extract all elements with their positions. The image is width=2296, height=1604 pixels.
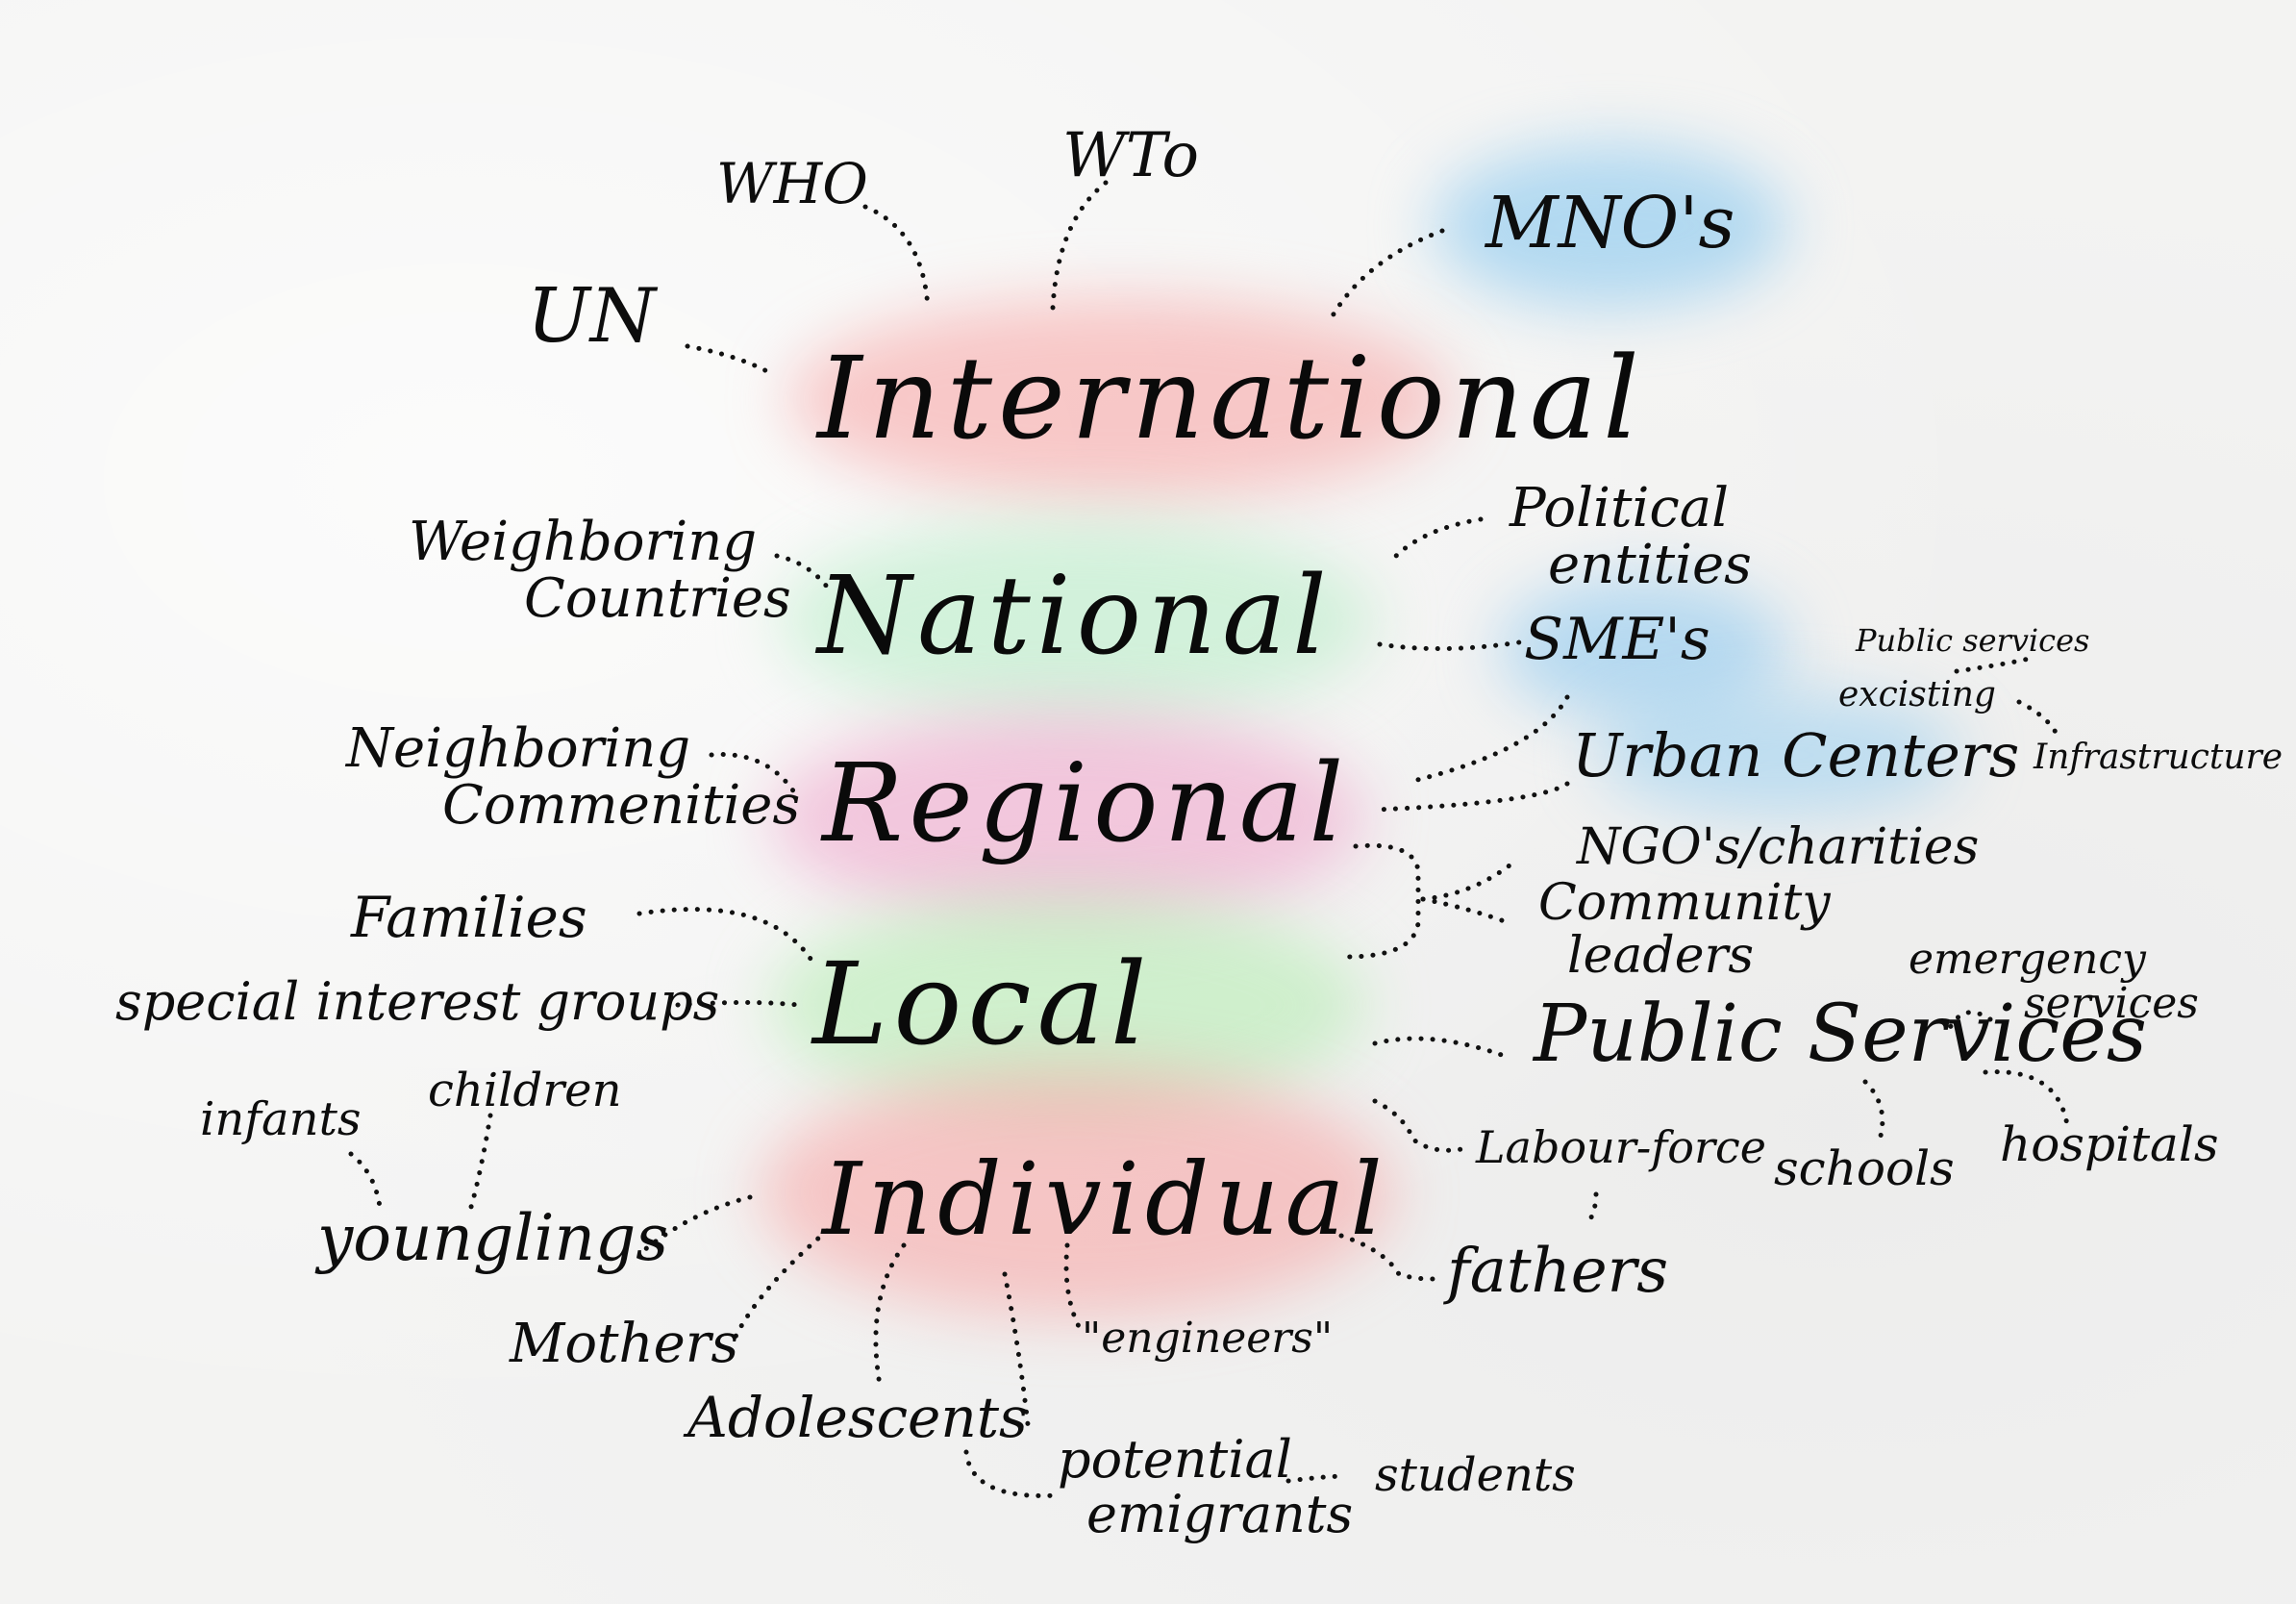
label-neighboring-countries: Weighboring Countries bbox=[409, 514, 791, 628]
connector-potential-emigrants bbox=[1002, 1271, 1032, 1436]
label-children: children bbox=[428, 1064, 622, 1117]
label-schools: schools bbox=[1774, 1140, 1955, 1196]
label-political-entities: Political entities bbox=[1510, 477, 1752, 596]
connector-children bbox=[468, 1113, 493, 1210]
label-adolescents: Adolescents bbox=[687, 1385, 1028, 1450]
label-neighboring-communities: Neighboring Commenities bbox=[346, 717, 801, 837]
international-wash bbox=[788, 298, 1452, 500]
connector-who bbox=[862, 204, 931, 311]
connector-mothers bbox=[733, 1228, 830, 1340]
label-mothers: Mothers bbox=[510, 1313, 739, 1375]
political-entities-line-2: entities bbox=[1548, 533, 1752, 596]
connector-community-leaders bbox=[1420, 896, 1512, 926]
connector-urban-centers-a bbox=[1410, 694, 1570, 784]
label-engineers: "engineers" bbox=[1082, 1314, 1334, 1363]
label-who: WHO bbox=[716, 151, 868, 216]
connector-infants bbox=[348, 1151, 383, 1210]
community-leaders-line-1: Community bbox=[1538, 874, 1831, 932]
label-public-services-top: Public services bbox=[1856, 622, 2090, 659]
label-potential-emigrants: potential emigrants bbox=[1058, 1429, 1354, 1544]
connector-un bbox=[685, 343, 777, 378]
regional-wash bbox=[769, 712, 1365, 923]
connector-public-services bbox=[1372, 1036, 1512, 1061]
level-individual: Individual bbox=[822, 1140, 1388, 1258]
connector-public-services-top bbox=[1954, 656, 2032, 674]
label-mnos: MNO's bbox=[1485, 182, 1735, 264]
label-emergency-services: emergency services bbox=[1909, 935, 2199, 1029]
connector-infrastructure bbox=[2016, 699, 2060, 739]
label-hospitals: hospitals bbox=[2000, 1116, 2219, 1172]
label-wto: WTo bbox=[1062, 120, 1200, 191]
urban-centers-wash bbox=[1596, 692, 1961, 817]
emergency-services-line-1: emergency bbox=[1909, 935, 2146, 984]
connector-fathers bbox=[1338, 1233, 1435, 1282]
label-community-leaders: Community leaders bbox=[1538, 877, 1831, 982]
label-infants: infants bbox=[200, 1092, 362, 1146]
connector-ngos bbox=[1420, 863, 1512, 902]
connector-urban-centers-b bbox=[1372, 781, 1570, 813]
label-excisting: excisting bbox=[1838, 675, 1996, 714]
level-international: International bbox=[817, 332, 1645, 464]
connector-students bbox=[1285, 1473, 1349, 1484]
national-wash bbox=[779, 519, 1375, 721]
connector-neighboring-communities bbox=[709, 752, 801, 801]
community-leaders-line-2: leaders bbox=[1567, 926, 1755, 985]
label-families: Families bbox=[351, 885, 587, 950]
connector-families bbox=[636, 907, 815, 965]
emergency-services-line-2: services bbox=[2024, 979, 2199, 1029]
neighboring-countries-line-2: Countries bbox=[524, 566, 791, 630]
label-students: students bbox=[1375, 1448, 1576, 1502]
connector-adolescents-emigrants bbox=[963, 1449, 1061, 1498]
connector-bracket bbox=[1343, 842, 1421, 960]
connector-wto bbox=[1050, 180, 1109, 311]
level-regional: Regional bbox=[822, 741, 1350, 866]
connector-engineers bbox=[1063, 1242, 1085, 1335]
political-entities-line-1: Political bbox=[1510, 477, 1730, 539]
label-special-interest-groups: special interest groups bbox=[115, 971, 720, 1032]
connector-adolescents bbox=[873, 1242, 907, 1388]
connector-smes bbox=[1377, 639, 1522, 652]
level-local: Local bbox=[812, 938, 1153, 1070]
label-ngos-charities: NGO's/charities bbox=[1577, 818, 1980, 876]
individual-wash bbox=[760, 1067, 1394, 1317]
label-labour-force: Labour-force bbox=[1476, 1121, 1766, 1173]
mnos-wash bbox=[1433, 144, 1788, 308]
connector-schools bbox=[1862, 1079, 1885, 1142]
connector-emergency bbox=[1944, 1010, 1993, 1037]
label-infrastructure: Infrastructure bbox=[2034, 738, 2284, 777]
neighboring-communities-line-1: Neighboring bbox=[346, 717, 691, 780]
label-public-services: Public Services bbox=[1534, 989, 2147, 1080]
label-smes: SME's bbox=[1524, 606, 1710, 673]
label-urban-centers: Urban Centers bbox=[1572, 720, 2020, 790]
label-younglings: younglings bbox=[317, 1201, 669, 1275]
connector-political-entities bbox=[1391, 516, 1484, 561]
potential-emigrants-line-2: emigrants bbox=[1086, 1483, 1354, 1544]
label-fathers: fathers bbox=[1447, 1236, 1669, 1307]
neighboring-countries-line-1: Weighboring bbox=[409, 511, 758, 573]
neighboring-communities-line-2: Commenities bbox=[442, 773, 801, 837]
level-national: National bbox=[817, 554, 1333, 679]
connector-mnos bbox=[1329, 228, 1445, 320]
label-un: UN bbox=[527, 273, 656, 360]
connector-labour-down bbox=[1584, 1191, 1599, 1229]
connector-younglings bbox=[641, 1194, 753, 1253]
potential-emigrants-line-1: potential bbox=[1058, 1429, 1292, 1490]
connector-hospitals bbox=[1983, 1069, 2070, 1128]
